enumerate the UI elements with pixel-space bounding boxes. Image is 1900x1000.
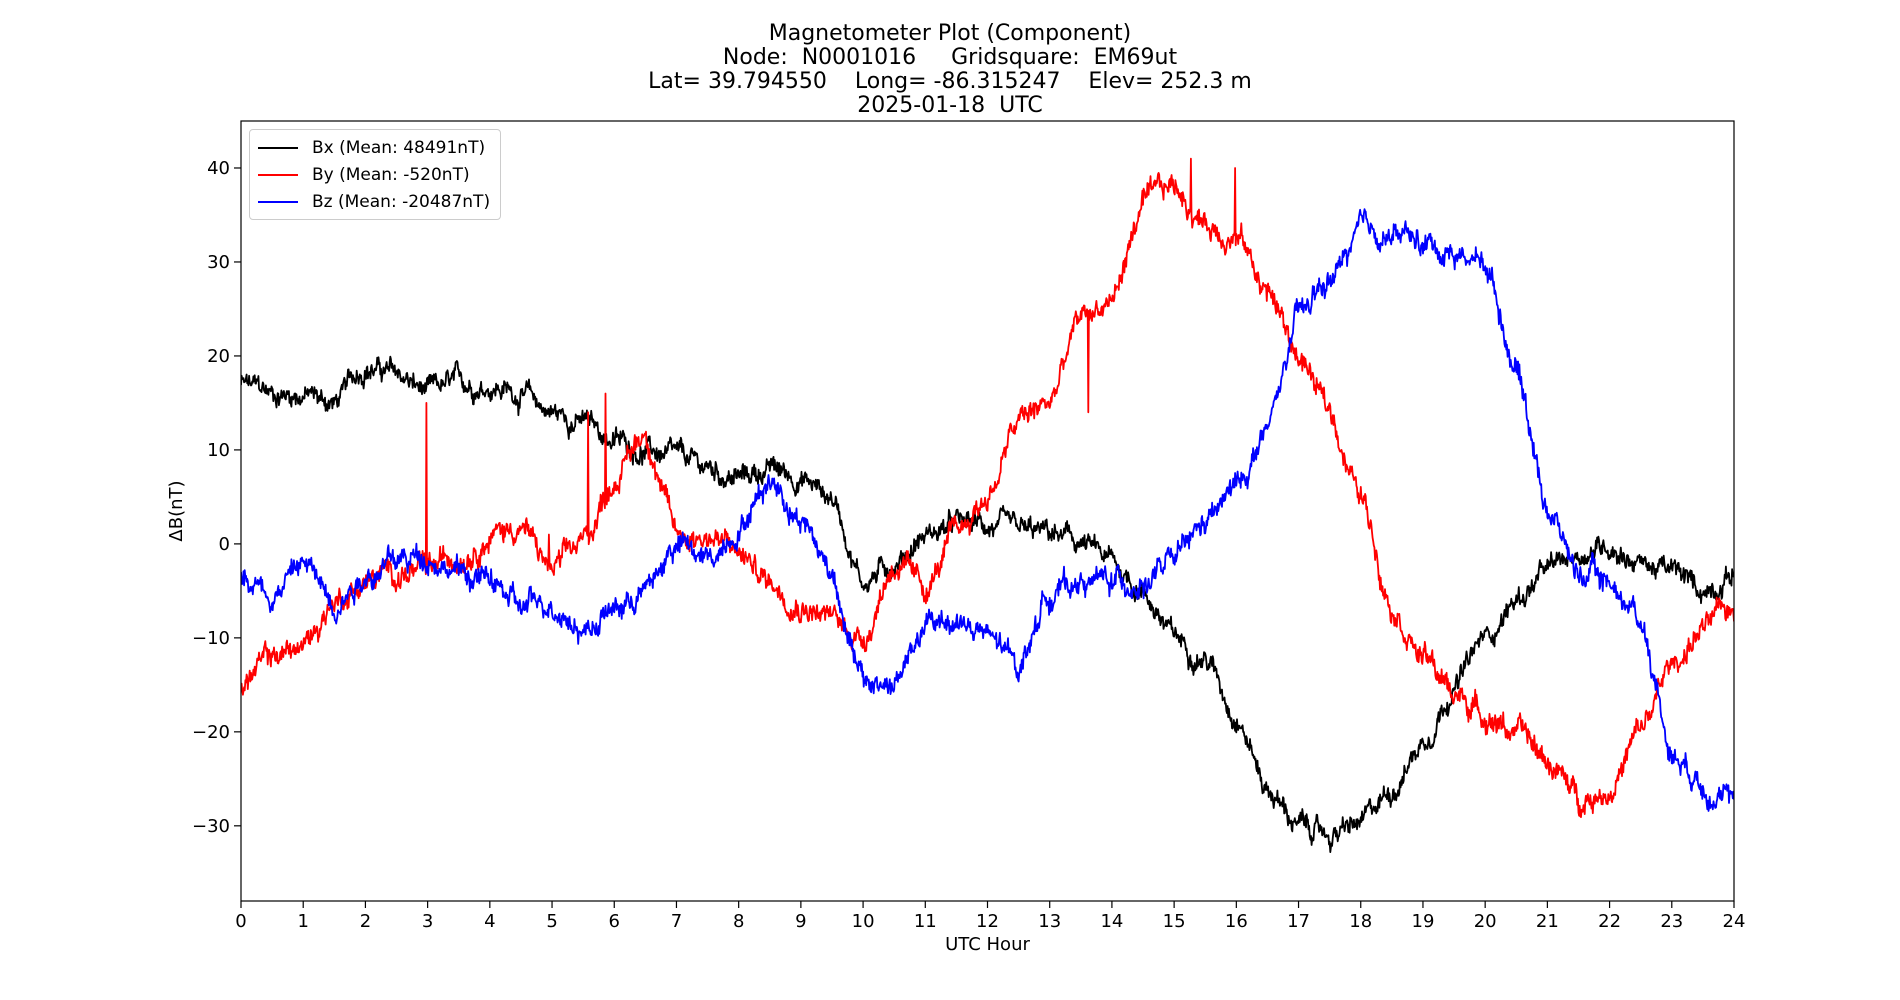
y-tick-label: 10 [207, 440, 230, 461]
x-tick-label: 9 [795, 911, 806, 932]
x-tick-label: 10 [852, 911, 875, 932]
series-line-by [241, 157, 1734, 818]
x-tick-label: 4 [484, 911, 495, 932]
legend-swatch-bz [258, 200, 298, 203]
y-axis-label: ΔB(nT) [166, 480, 187, 541]
y-tick-label: 0 [219, 534, 230, 555]
chart-title-line-3: Lat= 39.794550 Long= -86.315247 Elev= 25… [648, 69, 1252, 94]
legend-item-bz: Bz (Mean: -20487nT) [258, 188, 490, 215]
series-line-bz [241, 208, 1734, 812]
data-lines [241, 157, 1734, 853]
x-tick-label: 19 [1412, 911, 1435, 932]
chart-title-line-2: Node: N0001016 Gridsquare: EM69ut [722, 45, 1178, 70]
y-tick-label: −10 [192, 628, 230, 649]
x-tick-label: 24 [1723, 911, 1746, 932]
x-tick-label: 1 [297, 911, 308, 932]
y-tick-label: 30 [207, 252, 230, 273]
chart-title-line-4: 2025-01-18 UTC [857, 93, 1043, 118]
x-tick-label: 15 [1163, 911, 1186, 932]
legend-item-bx: Bx (Mean: 48491nT) [258, 134, 490, 161]
y-tick-label: 40 [207, 158, 230, 179]
y-tick-label: 20 [207, 346, 230, 367]
x-tick-label: 6 [609, 911, 620, 932]
legend: Bx (Mean: 48491nT) By (Mean: -520nT) Bz … [249, 129, 502, 220]
x-tick-label: 3 [422, 911, 433, 932]
chart-title-line-1: Magnetometer Plot (Component) [768, 21, 1132, 46]
x-axis-label: UTC Hour [945, 934, 1030, 955]
x-tick-label: 21 [1536, 911, 1559, 932]
x-tick-label: 16 [1225, 911, 1248, 932]
legend-label-bz: Bz (Mean: -20487nT) [312, 191, 491, 212]
x-tick-label: 17 [1287, 911, 1310, 932]
x-tick-label: 13 [1038, 911, 1061, 932]
legend-label-by: By (Mean: -520nT) [312, 164, 470, 185]
x-tick-label: 5 [546, 911, 557, 932]
x-tick-label: 14 [1100, 911, 1123, 932]
x-tick-label: 23 [1660, 911, 1683, 932]
x-tick-label: 20 [1474, 911, 1497, 932]
legend-swatch-bx [258, 146, 298, 149]
x-tick-label: 12 [976, 911, 999, 932]
y-tick-label: −20 [192, 722, 230, 743]
x-tick-label: 0 [235, 911, 246, 932]
x-tick-label: 22 [1598, 911, 1621, 932]
series-line-bx [241, 355, 1734, 853]
x-tick-label: 18 [1349, 911, 1372, 932]
legend-swatch-by [258, 173, 298, 176]
legend-item-by: By (Mean: -520nT) [258, 161, 490, 188]
x-tick-label: 2 [360, 911, 371, 932]
x-tick-label: 11 [914, 911, 937, 932]
y-tick-label: −30 [192, 816, 230, 837]
legend-label-bx: Bx (Mean: 48491nT) [312, 137, 486, 158]
x-tick-label: 7 [671, 911, 682, 932]
x-tick-label: 8 [733, 911, 744, 932]
